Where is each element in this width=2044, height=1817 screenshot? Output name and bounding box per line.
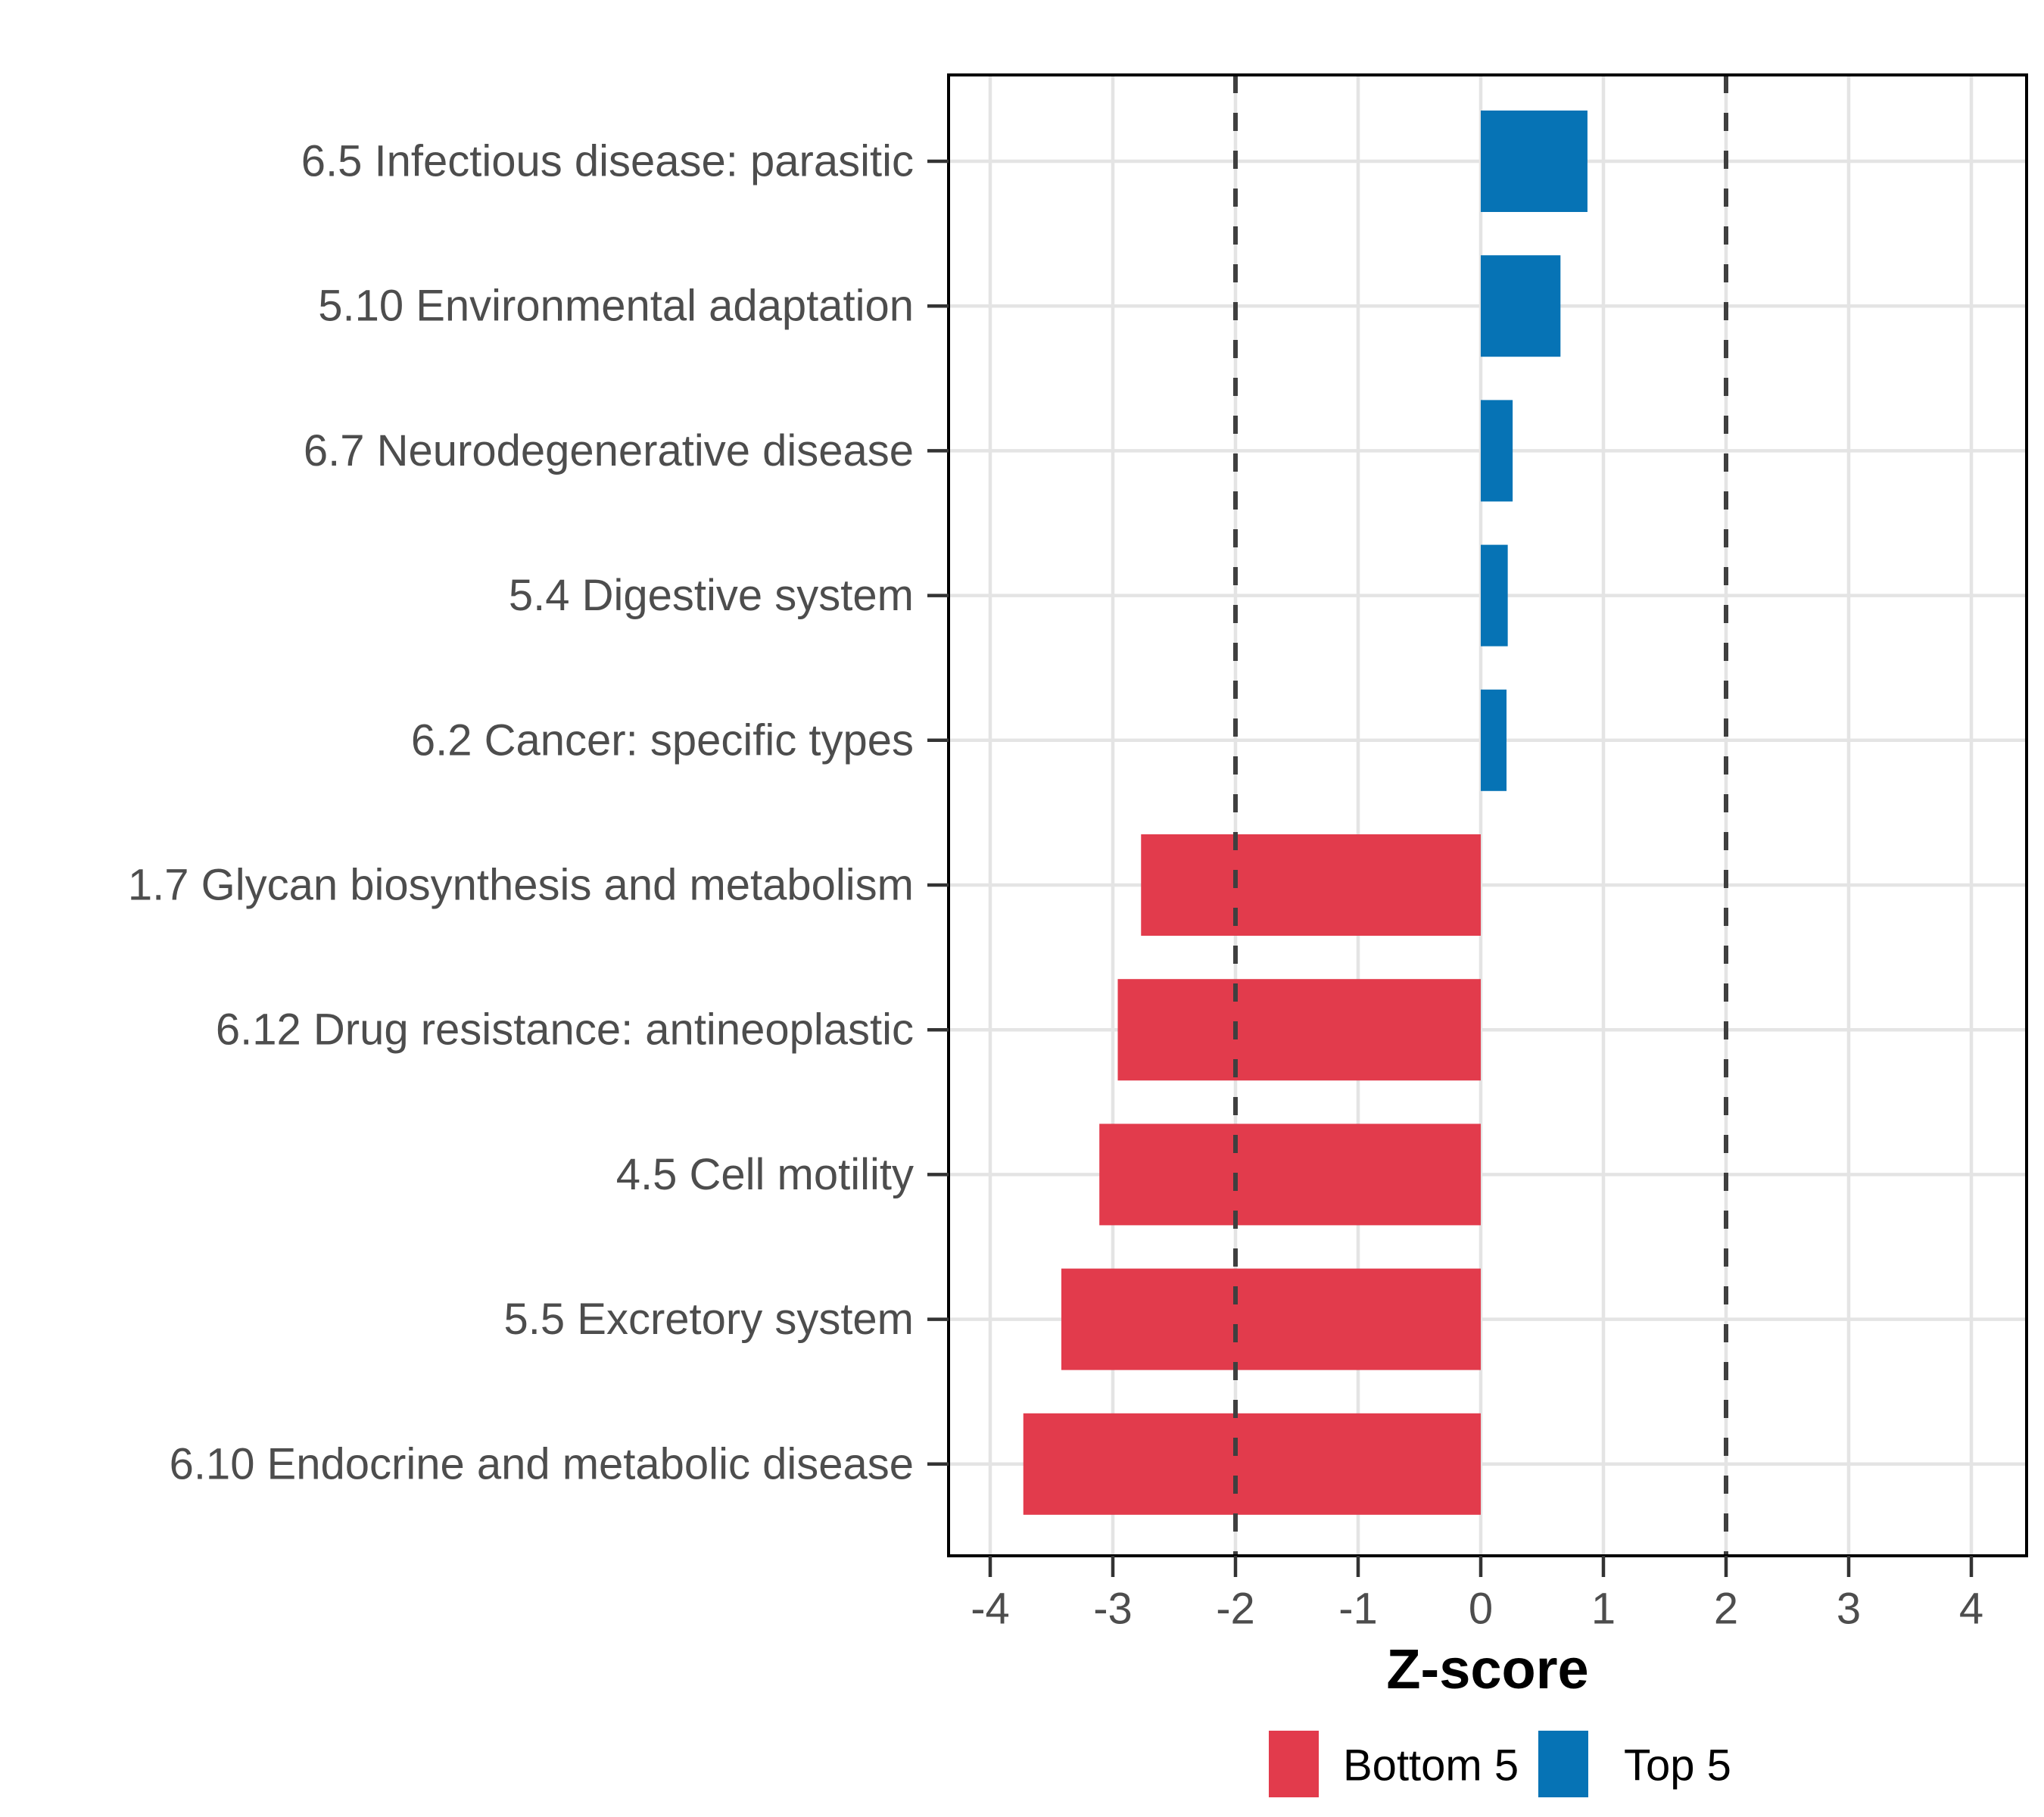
y-tick-label: 5.4 Digestive system [509, 571, 914, 620]
legend-label-bottom5: Bottom 5 [1343, 1741, 1519, 1791]
x-tick-label: 2 [1714, 1585, 1738, 1634]
y-axis-ticks [927, 159, 949, 1466]
bars [1023, 111, 1588, 1515]
x-tick-label: -1 [1338, 1585, 1378, 1634]
bar [1481, 255, 1561, 357]
bar [1481, 111, 1588, 212]
y-tick-label: 5.5 Excretory system [504, 1295, 914, 1344]
bar [1117, 979, 1481, 1081]
y-tick-label: 6.7 Neurodegenerative disease [304, 426, 914, 475]
bar [1141, 834, 1481, 936]
bar [1481, 689, 1507, 791]
x-axis-ticks [988, 1556, 1974, 1577]
y-tick-label: 5.10 Environmental adaptation [318, 282, 914, 331]
y-tick-label: 6.2 Cancer: specific types [411, 715, 914, 765]
x-axis-title: Z-score [1386, 1638, 1588, 1700]
legend-label-top5: Top 5 [1624, 1741, 1731, 1791]
x-axis-tick-labels: -4 -3 -2 -1 0 1 2 3 4 [971, 1585, 1983, 1634]
legend-key-top5 [1538, 1731, 1588, 1797]
x-tick-label: 0 [1469, 1585, 1493, 1634]
y-tick-label: 6.12 Drug resistance: antineoplastic [216, 1005, 914, 1055]
y-axis-category-labels: 6.5 Infectious disease: parasitic 5.10 En… [128, 137, 914, 1489]
y-tick-label: 4.5 Cell motility [616, 1150, 914, 1199]
x-tick-label: 1 [1591, 1585, 1616, 1634]
y-tick-label: 6.10 Endocrine and metabolic disease [170, 1439, 914, 1488]
bar [1023, 1413, 1481, 1515]
bar [1061, 1268, 1481, 1370]
bar [1099, 1124, 1481, 1226]
bar [1481, 544, 1508, 647]
y-tick-label: 1.7 Glycan biosynthesis and metabolism [128, 861, 914, 910]
legend-key-bottom5 [1269, 1731, 1319, 1797]
bar [1481, 400, 1513, 502]
x-tick-label: -3 [1093, 1585, 1133, 1634]
x-tick-label: 4 [1959, 1585, 1983, 1634]
legend: Bottom 5 Top 5 [1269, 1731, 1731, 1797]
x-tick-label: -4 [971, 1585, 1010, 1634]
panel-border [947, 73, 2028, 1557]
y-tick-label: 6.5 Infectious disease: parasitic [301, 137, 914, 186]
x-tick-label: 3 [1837, 1585, 1861, 1634]
x-tick-label: -2 [1216, 1585, 1255, 1634]
